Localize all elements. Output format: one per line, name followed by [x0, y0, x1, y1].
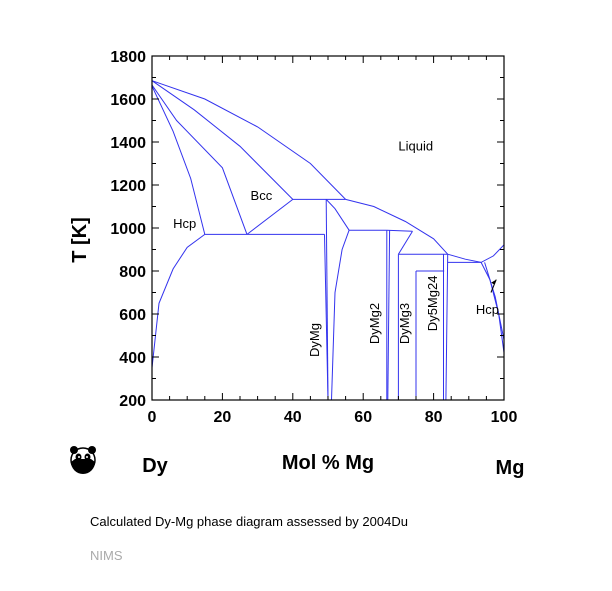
region-labels: Liquid Bcc Hcp Hcp DyMg DyMg2 DyMg3 Dy5Mg24 [173, 139, 499, 357]
phase-boundary-23 [445, 254, 449, 401]
phase-boundary-12 [331, 230, 350, 401]
y-tick-label: 1600 [110, 92, 146, 109]
y-tick-label: 1200 [110, 178, 146, 195]
region-label: DyMg2 [367, 303, 382, 344]
x-tick-label: 40 [284, 409, 302, 426]
credit-text: NIMS [90, 548, 123, 563]
figure-caption: Calculated Dy-Mg phase diagram assessed … [90, 514, 408, 529]
phase-boundary-3 [151, 85, 206, 235]
x-tick-label: 100 [491, 409, 518, 426]
phase-boundary-lines [151, 80, 505, 401]
region-label: DyMg [307, 323, 322, 357]
y-tick-label: 1400 [110, 135, 146, 152]
x-tick-label: 0 [148, 409, 157, 426]
y-tick-label: 600 [119, 307, 146, 324]
x-axis-title: Mol % Mg [282, 452, 374, 474]
y-tick-label: 400 [119, 350, 146, 367]
phase-boundary-4 [151, 233, 206, 368]
y-tick-label: 800 [119, 264, 146, 281]
x-tick-label: 20 [214, 409, 232, 426]
phase-boundary-1 [151, 80, 294, 200]
region-label: Dy5Mg24 [425, 276, 440, 332]
phase-boundary-27 [484, 262, 505, 340]
phase-boundary-0 [151, 80, 346, 200]
nims-panda-logo [70, 446, 96, 474]
region-label: Hcp [476, 302, 499, 317]
phase-boundary-17 [397, 230, 413, 255]
region-label: Liquid [398, 139, 433, 154]
y-tick-label: 200 [119, 393, 146, 410]
y-axis: 200 400 600 800 1000 1200 1400 1600 1800 [110, 49, 504, 410]
right-element-label: Mg [496, 457, 525, 479]
phase-boundary-9 [325, 199, 329, 401]
y-tick-label: 1000 [110, 221, 146, 238]
left-element-label: Dy [142, 455, 168, 477]
phase-boundary-25 [447, 244, 505, 263]
x-axis: 0 20 40 60 80 100 [148, 56, 518, 426]
hcp-arrow-head [491, 279, 497, 285]
phase-boundary-10 [345, 198, 449, 255]
region-label: DyMg3 [397, 303, 412, 344]
y-tick-label: 1800 [110, 49, 146, 66]
y-axis-title: T [K] [69, 217, 91, 263]
phase-boundary-6 [246, 199, 294, 235]
phase-boundary-2 [151, 84, 248, 235]
x-tick-label: 60 [354, 409, 372, 426]
phase-boundary-14 [386, 229, 413, 232]
x-tick-label: 80 [425, 409, 443, 426]
phase-boundary-11 [325, 199, 350, 231]
phase-boundary-26 [480, 262, 505, 353]
region-label: Bcc [251, 188, 273, 203]
phase-boundary-16 [387, 230, 391, 401]
region-label: Hcp [173, 216, 196, 231]
